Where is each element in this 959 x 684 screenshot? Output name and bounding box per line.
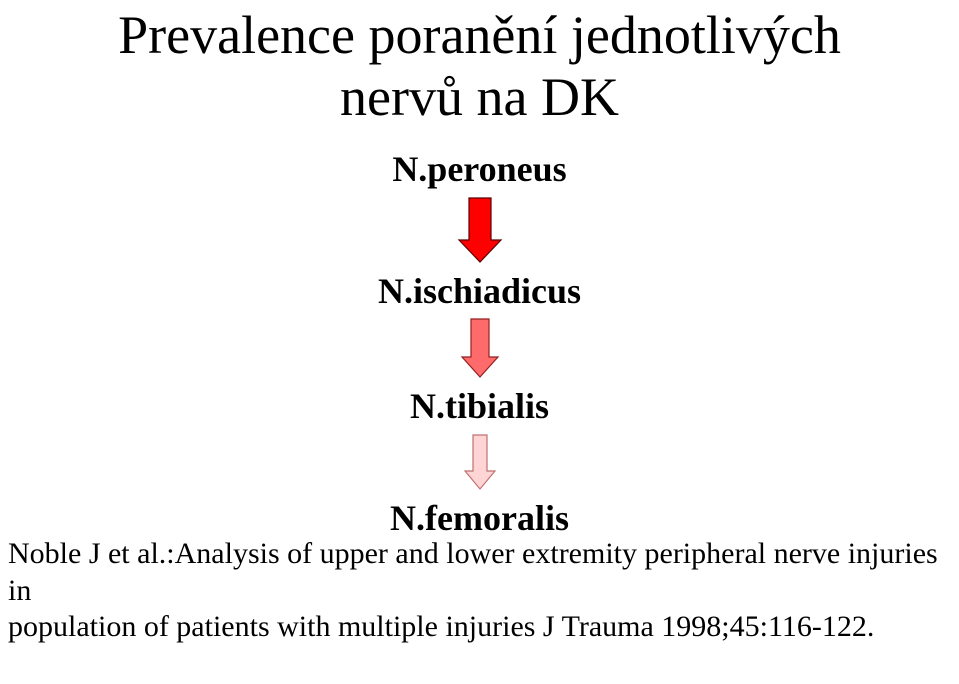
nerve-tibialis: N.tibialis bbox=[410, 387, 549, 427]
citation-line-1: Noble J et al.:Analysis of upper and low… bbox=[8, 536, 959, 609]
title-line-1: Prevalence poranění jednotlivých bbox=[0, 4, 959, 66]
nerve-femoralis: N.femoralis bbox=[390, 499, 569, 539]
nerve-peroneus: N.peroneus bbox=[392, 150, 566, 190]
arrow-1 bbox=[457, 196, 503, 264]
slide-title: Prevalence poranění jednotlivých nervů n… bbox=[0, 0, 959, 128]
nerve-ischiadicus: N.ischiadicus bbox=[378, 272, 581, 312]
nerve-flow: N.peroneus N.ischiadicus N.tibialis N.fe… bbox=[0, 150, 959, 538]
down-arrow-icon bbox=[463, 433, 497, 491]
title-line-2: nervů na DK bbox=[0, 66, 959, 128]
arrow-3 bbox=[463, 433, 497, 491]
citation: Noble J et al.:Analysis of upper and low… bbox=[8, 536, 959, 646]
arrow-2 bbox=[460, 317, 500, 379]
citation-line-2: population of patients with multiple inj… bbox=[8, 609, 959, 646]
down-arrow-icon bbox=[457, 196, 503, 264]
down-arrow-icon bbox=[460, 317, 500, 379]
